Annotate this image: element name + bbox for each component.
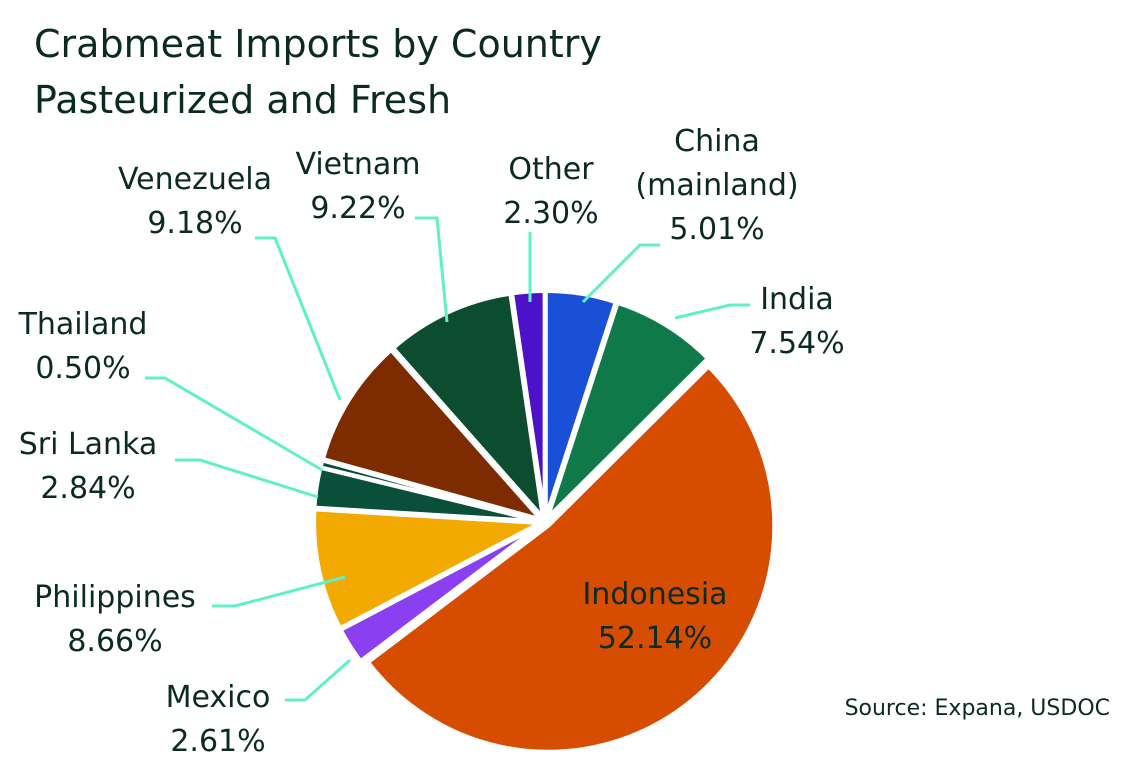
leader-line: [175, 458, 319, 499]
slice-label: Philippines 8.66%: [15, 576, 215, 664]
pie-slice: [545, 300, 711, 520]
slice-label: Vietnam 9.22%: [278, 143, 438, 231]
leader-line: [581, 243, 660, 304]
slice-label: Thailand 0.50%: [8, 303, 158, 391]
slice-name: Mexico: [165, 680, 271, 715]
slice-name: China (mainland): [635, 124, 799, 203]
slice-name: Venezuela: [117, 162, 273, 197]
slice-value: 2.84%: [40, 471, 136, 506]
pie-slice: [320, 347, 547, 524]
slice-value: 2.30%: [503, 196, 599, 231]
slice-value: 8.66%: [67, 624, 163, 659]
slice-label: China (mainland) 5.01%: [617, 120, 817, 252]
leader-line: [674, 303, 750, 320]
leader-line: [145, 376, 323, 472]
slice-value: 9.18%: [147, 206, 243, 241]
source: Source: Expana, USDOC: [844, 696, 1110, 721]
slice-name: Indonesia: [582, 577, 728, 612]
slice-value: 2.61%: [170, 724, 266, 759]
slice-label: Mexico 2.61%: [148, 676, 288, 764]
slice-name: Other: [508, 152, 594, 187]
leader-line: [255, 236, 342, 401]
leader-line: [285, 658, 351, 702]
pie-slice: [312, 507, 548, 631]
slice-value: 5.01%: [669, 212, 765, 247]
slice-name: Thailand: [18, 307, 148, 342]
slice-name: Vietnam: [295, 147, 421, 182]
slice-label: Sri Lanka 2.84%: [3, 423, 173, 511]
slice-value: 9.22%: [310, 191, 406, 226]
chart-subtitle: Pasteurized and Fresh: [34, 78, 452, 122]
slice-value: 52.14%: [597, 621, 713, 656]
slice-label: Other 2.30%: [491, 148, 611, 236]
slice-value: 7.54%: [749, 326, 845, 361]
slice-name: Sri Lanka: [18, 427, 158, 462]
slice-value: 0.50%: [35, 351, 131, 386]
slice-name: India: [760, 282, 834, 317]
pie-slice: [509, 289, 547, 518]
slice-label: Indonesia 52.14%: [555, 573, 755, 661]
chart-title: Crabmeat Imports by Country: [34, 22, 602, 66]
slice-name: Philippines: [34, 580, 196, 615]
pie-slice: [390, 291, 546, 524]
pie-slice: [365, 363, 777, 754]
slice-label: India 7.54%: [727, 278, 867, 366]
leader-line: [212, 575, 346, 608]
leader-line: [415, 216, 449, 323]
slice-label: Venezuela 9.18%: [105, 158, 285, 246]
